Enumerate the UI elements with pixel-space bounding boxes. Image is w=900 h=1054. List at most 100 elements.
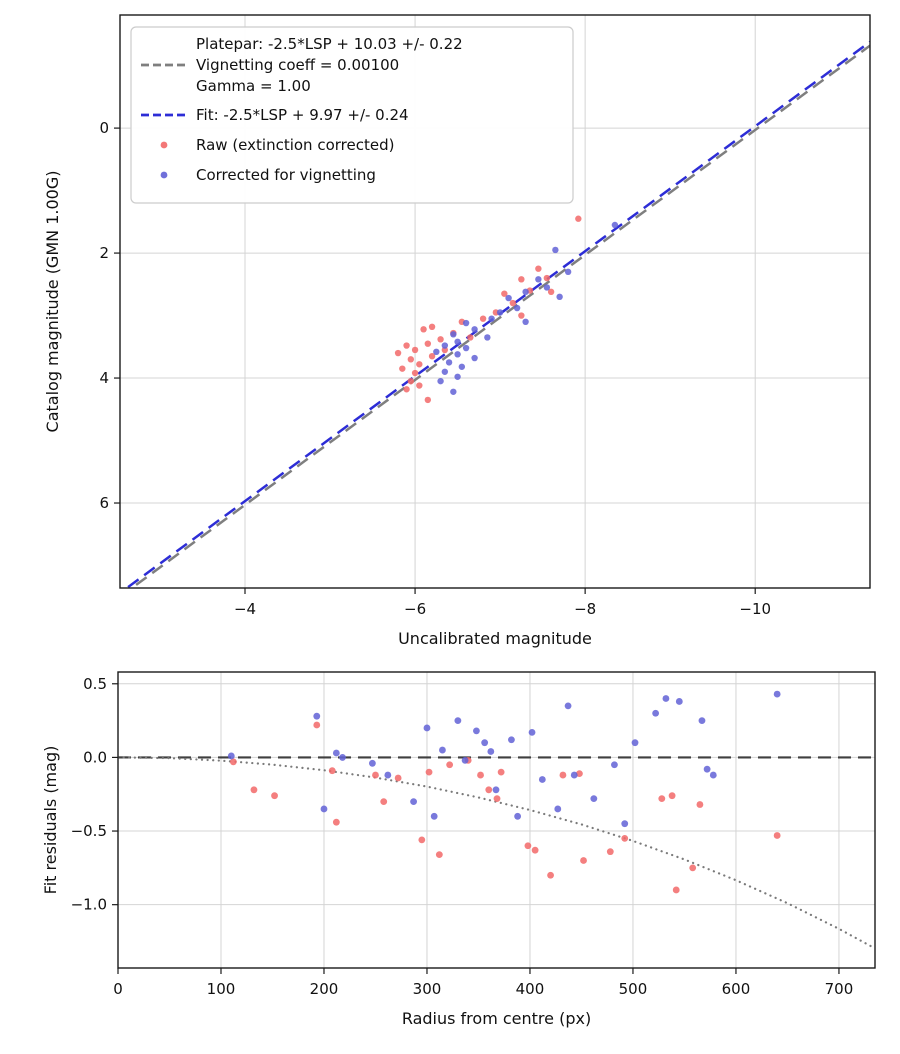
data-point bbox=[487, 748, 495, 755]
data-point bbox=[372, 771, 379, 779]
data-point bbox=[703, 765, 711, 773]
data-point bbox=[425, 768, 433, 776]
x-tick-label: 500 bbox=[619, 980, 648, 998]
data-point bbox=[621, 820, 629, 828]
x-tick-label: 400 bbox=[516, 980, 545, 998]
residuals-plot: 0 100 200 300 400 500 600 700 0.5 0.0 −0.5 −1.0 Radi… bbox=[41, 671, 876, 1028]
y-tick-label: 0 bbox=[99, 119, 109, 137]
data-point bbox=[496, 309, 504, 316]
data-point bbox=[606, 848, 614, 856]
data-point bbox=[522, 288, 529, 296]
x-tick-label: 700 bbox=[825, 980, 854, 998]
legend-dot-handle bbox=[160, 171, 168, 179]
data-point bbox=[339, 754, 346, 761]
data-point bbox=[528, 728, 536, 736]
data-point bbox=[709, 771, 717, 779]
data-point bbox=[446, 761, 454, 769]
data-point bbox=[518, 312, 525, 319]
data-point bbox=[556, 293, 563, 301]
data-point bbox=[416, 361, 423, 368]
data-point bbox=[441, 368, 449, 375]
raw-extinction-corrected-series bbox=[394, 215, 582, 404]
data-point bbox=[328, 767, 336, 775]
data-point bbox=[407, 356, 415, 363]
data-point bbox=[462, 344, 470, 352]
data-point bbox=[428, 352, 436, 360]
y-tick-label: −1.0 bbox=[71, 896, 107, 914]
data-point bbox=[445, 359, 453, 366]
data-point bbox=[773, 832, 781, 839]
data-point bbox=[403, 386, 410, 393]
data-point bbox=[271, 792, 278, 800]
data-point bbox=[488, 315, 495, 322]
data-point bbox=[552, 246, 559, 254]
legend-label: Raw (extinction corrected) bbox=[196, 136, 394, 154]
x-tick-label: 100 bbox=[207, 980, 236, 998]
data-point bbox=[454, 373, 461, 380]
legend-label: Fit: -2.5*LSP + 9.97 +/- 0.24 bbox=[196, 106, 409, 124]
data-point bbox=[411, 369, 419, 377]
legend-dot-handle bbox=[160, 141, 168, 149]
x-tick-label: −4 bbox=[234, 600, 256, 618]
data-point bbox=[441, 346, 449, 354]
data-point bbox=[543, 274, 551, 282]
data-point bbox=[250, 786, 258, 794]
data-point bbox=[423, 724, 431, 732]
legend-label: Platepar: -2.5*LSP + 10.03 +/- 0.22 bbox=[196, 35, 463, 53]
data-point bbox=[675, 698, 683, 705]
data-point bbox=[554, 805, 562, 813]
data-point bbox=[430, 812, 438, 820]
axes-frame bbox=[119, 14, 871, 589]
y-axis-label: Catalog magnitude (GMN 1.00G) bbox=[43, 171, 62, 433]
tick-labels: −4 −6 −8 −10 0 2 4 6 bbox=[99, 119, 771, 618]
raw-residuals-series bbox=[229, 721, 781, 894]
data-point bbox=[543, 284, 551, 291]
data-point bbox=[547, 871, 554, 879]
legend: Platepar: -2.5*LSP + 10.03 +/- 0.22 Vigne… bbox=[130, 26, 574, 204]
fit-line bbox=[124, 40, 870, 588]
legend-box bbox=[130, 26, 574, 204]
data-point bbox=[428, 323, 436, 331]
tick-marks bbox=[112, 683, 840, 974]
data-point bbox=[570, 771, 578, 779]
data-point bbox=[313, 712, 321, 720]
data-point bbox=[420, 326, 427, 333]
data-point bbox=[433, 348, 440, 356]
x-tick-label: −6 bbox=[404, 600, 426, 618]
y-tick-label: 6 bbox=[99, 494, 109, 512]
data-point bbox=[384, 771, 392, 779]
data-point bbox=[424, 340, 432, 347]
data-point bbox=[538, 776, 546, 783]
data-point bbox=[437, 336, 444, 343]
data-point bbox=[410, 798, 417, 805]
data-point bbox=[611, 221, 619, 229]
data-point bbox=[332, 749, 340, 757]
data-point bbox=[621, 835, 629, 842]
x-tick-label: −8 bbox=[574, 600, 596, 618]
data-point bbox=[611, 761, 618, 769]
data-point bbox=[689, 864, 697, 872]
data-point bbox=[590, 795, 598, 803]
data-point bbox=[559, 771, 567, 779]
x-tick-label: 200 bbox=[310, 980, 339, 998]
y-tick-label: −0.5 bbox=[71, 822, 107, 840]
data-point bbox=[471, 354, 478, 362]
y-tick-label: 0.5 bbox=[83, 675, 107, 693]
data-point bbox=[662, 695, 670, 702]
data-point bbox=[493, 795, 501, 803]
platepar-line bbox=[129, 44, 870, 588]
data-point bbox=[399, 365, 406, 372]
y-axis-label: Fit residuals (mag) bbox=[41, 746, 60, 895]
magnitude-fit-plot: −4 −6 −8 −10 0 2 4 6 Uncalibrated magnitude Catal… bbox=[43, 14, 871, 648]
data-point bbox=[522, 318, 529, 326]
data-point bbox=[531, 846, 539, 854]
x-tick-label: 600 bbox=[722, 980, 751, 998]
data-point bbox=[403, 342, 410, 349]
data-point bbox=[524, 842, 532, 850]
data-point bbox=[513, 304, 521, 312]
data-point bbox=[575, 215, 582, 222]
legend-label: Gamma = 1.00 bbox=[196, 77, 311, 95]
data-point bbox=[508, 736, 515, 744]
data-point bbox=[411, 346, 419, 354]
data-point bbox=[450, 331, 457, 338]
